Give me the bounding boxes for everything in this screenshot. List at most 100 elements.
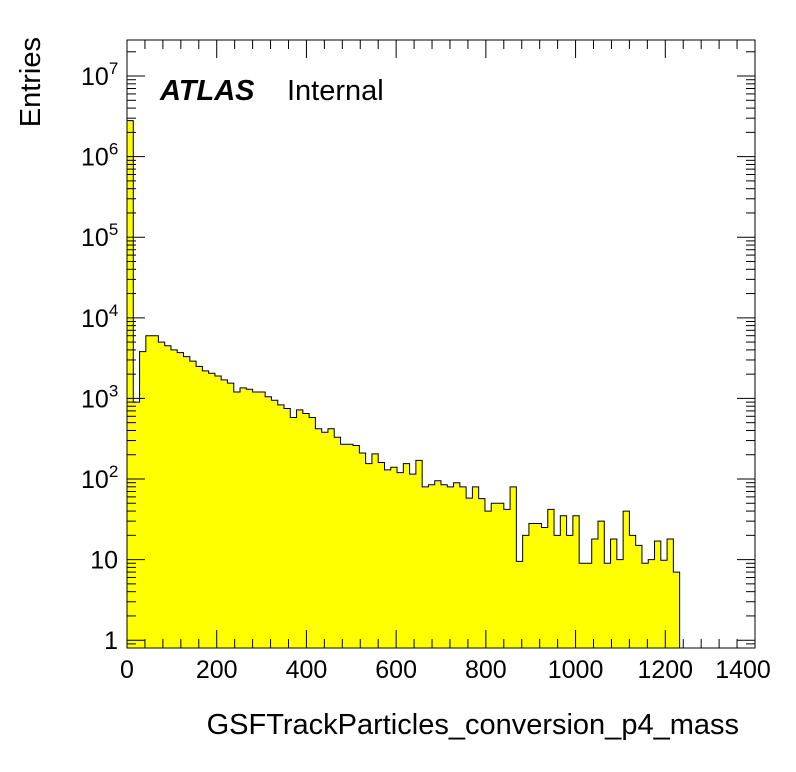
histogram-bar — [340, 444, 348, 648]
y-tick-labels: 1 10 102 103 104 105 106 107 — [81, 59, 118, 655]
histogram-bar — [365, 463, 373, 648]
histogram-bar — [177, 352, 184, 648]
histogram-bar — [152, 335, 159, 648]
histogram-bar — [629, 535, 637, 648]
histogram-outline — [126, 120, 681, 648]
histogram-bar — [654, 541, 662, 648]
histogram-bar — [208, 373, 216, 648]
histogram-bar — [560, 515, 567, 648]
histogram-bar — [214, 375, 222, 648]
y-tick-label: 104 — [81, 301, 118, 333]
y-axis-title: Entries — [15, 37, 47, 127]
histogram-bar — [227, 383, 235, 648]
histogram-bar — [145, 335, 153, 648]
histogram-bar — [409, 474, 417, 648]
histogram-bar — [510, 486, 517, 648]
x-tick-labels: 0 200 400 600 800 1000 1200 1400 — [120, 656, 771, 684]
histogram-bar — [353, 445, 360, 648]
histogram-bar — [265, 396, 272, 648]
histogram-bar — [459, 486, 467, 648]
histogram-bar — [290, 417, 297, 648]
histogram-bar — [591, 539, 599, 648]
histogram-bar — [415, 460, 423, 648]
x-tick-label: 0 — [120, 656, 134, 684]
histogram-bar — [484, 511, 492, 648]
histogram-bar — [284, 408, 291, 648]
plot-frame — [126, 39, 756, 649]
histogram-bar — [164, 345, 172, 648]
histogram-bar — [221, 379, 228, 648]
histogram-bar — [240, 387, 247, 648]
histogram-bar — [453, 482, 461, 648]
histogram-bar — [246, 389, 253, 648]
histogram-bar — [673, 572, 681, 648]
histogram-bar — [315, 428, 323, 648]
histogram-bar — [158, 342, 166, 648]
histogram-bar — [522, 535, 530, 648]
histogram-bar — [384, 469, 392, 648]
histogram-bar — [183, 356, 191, 648]
histogram-bar — [271, 400, 279, 648]
histogram-bar — [371, 453, 379, 648]
x-tick-label: 600 — [375, 656, 417, 684]
y-tick-label: 103 — [81, 381, 118, 413]
histogram-bar — [535, 523, 542, 648]
histogram-bar — [466, 498, 473, 648]
histogram-bar — [296, 409, 304, 648]
y-tick-label: 1 — [104, 627, 118, 655]
x-tick-label: 800 — [465, 656, 507, 684]
histogram-bar — [579, 563, 586, 648]
histogram-bar — [390, 467, 398, 648]
x-tick-label: 1400 — [715, 656, 771, 684]
histogram-bar — [516, 561, 524, 648]
histogram-bar — [127, 120, 134, 648]
histogram-bar — [434, 480, 442, 648]
histogram-bar — [196, 366, 203, 648]
histogram-bar — [554, 535, 561, 648]
histogram-bar — [667, 539, 674, 648]
histogram-bar — [189, 361, 197, 648]
x-tick-label: 1000 — [548, 656, 604, 684]
histogram-bar — [327, 428, 335, 648]
histogram-bar — [491, 503, 498, 648]
histogram-bar — [610, 539, 618, 648]
histogram-bars — [126, 120, 681, 648]
histogram-bar — [403, 463, 410, 648]
histogram-bar — [635, 545, 643, 648]
y-tick-label: 102 — [81, 462, 118, 494]
y-tick-label: 107 — [81, 59, 118, 91]
histogram-bar — [252, 392, 260, 648]
x-tick-label: 400 — [286, 656, 328, 684]
histogram-bar — [397, 472, 404, 648]
histogram-bar — [258, 392, 266, 648]
axis-ticks — [126, 40, 756, 649]
histogram-bar — [572, 515, 580, 648]
histogram-bar — [422, 486, 429, 648]
histogram-bar — [441, 484, 448, 648]
histogram-bar — [566, 535, 574, 648]
atlas-label: ATLAS — [159, 75, 255, 107]
histogram-bar — [346, 444, 354, 648]
histogram-bar — [616, 559, 624, 648]
histogram-bar — [660, 560, 668, 648]
internal-label: Internal — [287, 75, 384, 107]
x-tick-label: 200 — [196, 656, 238, 684]
histogram-bar — [528, 523, 536, 648]
histogram-bar — [302, 413, 310, 648]
histogram-bar — [541, 527, 549, 648]
histogram-bar — [202, 370, 210, 648]
histogram-bar — [233, 392, 241, 648]
x-axis-title: GSFTrackParticles_conversion_p4_mass — [207, 709, 739, 741]
histogram-bar — [309, 417, 316, 648]
histogram-bar — [359, 453, 367, 648]
histogram-bar — [478, 498, 486, 648]
x-tick-label: 1200 — [637, 656, 693, 684]
histogram-bar — [648, 559, 655, 648]
histogram-bar — [277, 404, 285, 648]
histogram-bar — [497, 503, 505, 648]
histogram-bar — [447, 486, 454, 648]
histogram-bar — [321, 432, 329, 648]
histogram-bar — [585, 563, 593, 648]
histogram-bar — [604, 563, 611, 648]
